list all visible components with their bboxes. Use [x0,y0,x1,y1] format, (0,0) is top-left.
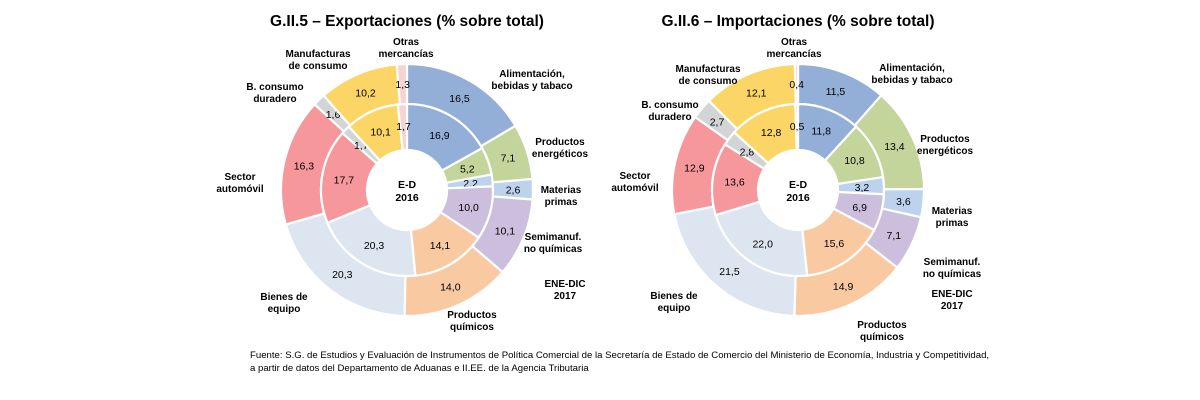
inner-value-label: 2,8 [740,146,755,158]
donut-chart-1: G.II.5 – Exportaciones (% sobre total) 16… [270,13,544,318]
inner-value-label: 13,6 [724,177,745,189]
category-label: Bienes de equipo [260,292,308,315]
inner-value-label: 14,1 [430,240,451,252]
period-label: ENE-DIC 2017 [544,279,585,302]
source-note: Fuente: S.G. de Estudios y Evaluación de… [250,350,990,374]
outer-value-label: 14,9 [833,281,854,293]
donut-chart-2: G.II.6 – Importaciones (% sobre total) 11… [661,13,935,318]
inner-value-label: 10,0 [458,202,479,214]
charts-canvas: G.II.5 – Exportaciones (% sobre total) 16… [216,13,982,343]
category-label: Alimentación, bebidas y tabaco [871,63,952,86]
inner-value-label: 10,1 [370,127,391,139]
category-label: Semimanuf. no químicas [524,232,583,255]
inner-value-label: 15,6 [824,238,845,250]
inner-value-label: 22,0 [752,238,773,250]
center-label: E-D 2016 [786,179,810,204]
inner-value-label: 3,2 [855,182,870,194]
outer-value-label: 11,5 [826,86,846,98]
inner-value-label: 6,9 [852,202,867,214]
inner-value-label: 0,5 [790,121,805,133]
outer-value-label: 0,4 [789,79,804,91]
outer-value-label: 1,6 [326,109,341,121]
category-label: Bienes de equipo [650,291,698,314]
inner-value-label: 5,2 [460,163,475,175]
category-label: Materias primas [932,206,973,229]
category-label: Otras mercancías [766,37,821,60]
chart-title: G.II.6 – Importaciones (% sobre total) [661,13,934,30]
inner-ring-slice [714,200,809,278]
outer-value-label: 12,9 [684,163,705,175]
outer-value-label: 3,6 [896,196,911,208]
inner-ring-slice [794,102,800,152]
inner-value-label: 12,8 [761,127,782,139]
category-label: B. consumo duradero [246,82,303,105]
outer-value-label: 12,1 [746,88,767,100]
inner-value-label: 1,7 [396,121,411,133]
outer-value-label: 10,1 [495,226,516,238]
inner-value-label: 10,8 [844,155,865,167]
category-label: Productos energéticos [532,137,589,160]
inner-ring-slice [326,203,417,278]
outer-value-label: 2,7 [710,117,725,129]
inner-value-label: 20,3 [364,240,385,252]
inner-value-label: 17,7 [334,174,355,186]
chart-title: G.II.5 – Exportaciones (% sobre total) [270,13,544,30]
outer-value-label: 7,1 [887,230,902,242]
outer-value-label: 1,3 [395,79,410,91]
inner-ring-slice [396,102,409,152]
outer-value-label: 10,2 [355,87,376,99]
category-label: Sector automóvil [216,172,263,195]
outer-value-label: 20,3 [332,269,353,281]
outer-value-label: 14,0 [440,282,461,294]
center-label: E-D 2016 [395,179,419,204]
period-label: ENE-DIC 2017 [931,289,972,312]
inner-value-label: 11,8 [811,125,831,137]
category-label: Productos energéticos [917,134,974,157]
outer-value-label: 13,4 [884,141,905,153]
category-label: Alimentación, bebidas y tabaco [491,69,572,92]
outer-value-label: 16,5 [449,93,470,105]
outer-value-label: 7,1 [501,153,516,165]
category-label: Materias primas [541,185,582,208]
inner-value-label: 16,9 [429,130,450,142]
category-label: Sector automóvil [611,171,658,194]
category-label: B. consumo duradero [641,100,698,123]
category-label: Otras mercancías [378,37,433,60]
category-label: Productos químicos [857,320,907,343]
category-label: Productos químicos [447,310,497,333]
outer-value-label: 16,3 [294,160,315,172]
outer-value-label: 21,5 [719,266,740,278]
outer-value-label: 2,6 [506,184,521,196]
category-label: Semimanuf. no químicas [923,257,982,280]
category-label: Manufacturas de consumo [675,64,740,87]
category-label: Manufacturas de consumo [285,49,350,72]
